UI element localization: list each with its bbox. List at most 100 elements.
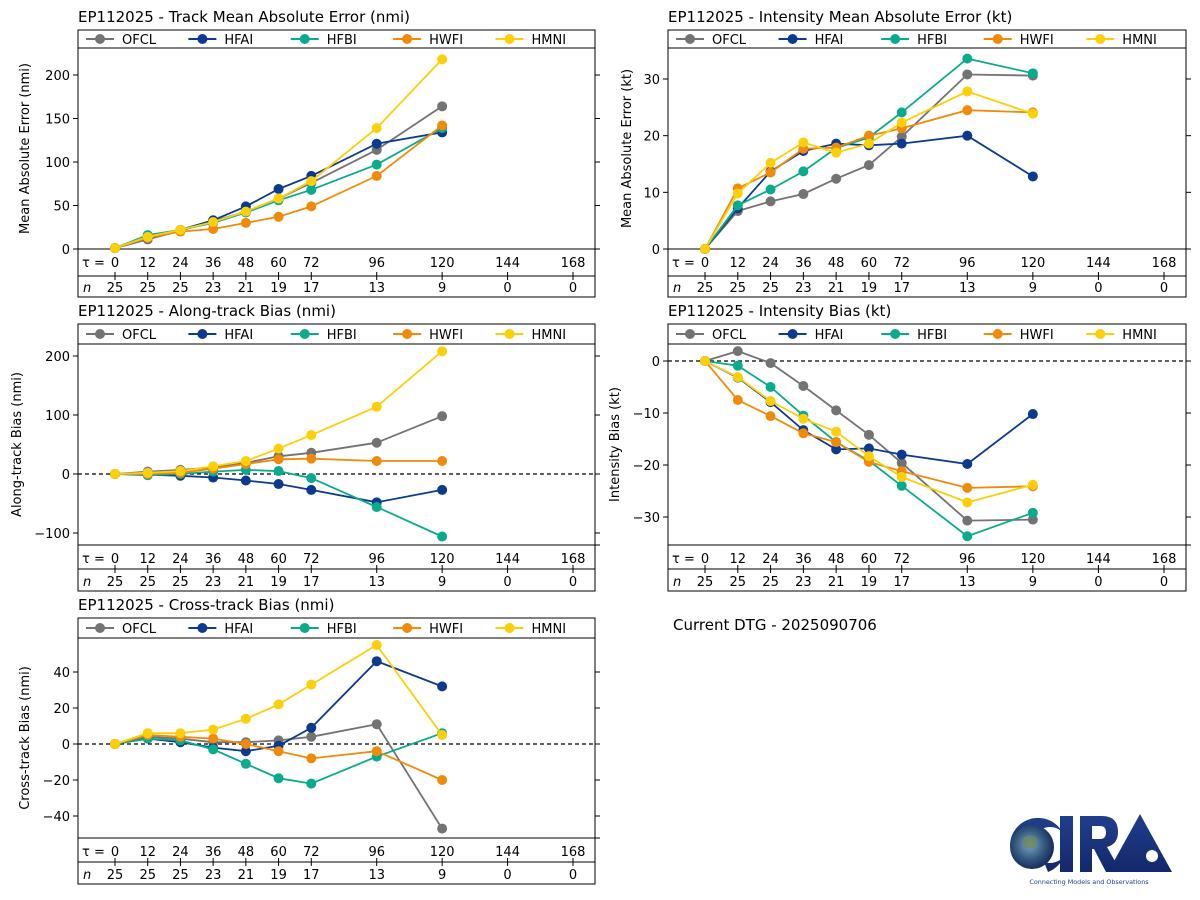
tau-tick-label: 60 [270, 552, 287, 567]
y-tick-label: 0 [62, 243, 70, 258]
data-point-hmni [208, 217, 219, 228]
data-point-hfai [306, 722, 317, 733]
legend-marker-ofcl [95, 329, 105, 339]
data-point-hmni [962, 497, 973, 508]
data-point-hfbi [732, 360, 743, 371]
tau-tick-label: 24 [762, 552, 779, 567]
data-point-hmni [110, 243, 120, 254]
y-tick-label: 40 [53, 666, 70, 681]
data-point-hfai [1027, 409, 1038, 420]
legend-marker-ofcl [95, 623, 105, 633]
data-point-hmni [240, 713, 251, 724]
data-point-ofcl [371, 437, 382, 448]
n-count-label: 17 [303, 281, 320, 296]
data-point-hfbi [798, 166, 809, 177]
tau-tick-label: 96 [368, 552, 385, 567]
n-count-label: 0 [569, 868, 577, 883]
tau-tick-label: 72 [893, 256, 910, 271]
data-point-hfbi [208, 744, 219, 755]
y-tick-label: 30 [643, 73, 660, 88]
tau-tick-label: 12 [139, 552, 156, 567]
data-point-ofcl [831, 173, 842, 184]
y-tick-label: 20 [53, 702, 70, 717]
legend-label-hfbi: HFBI [327, 622, 357, 637]
n-count-label: 9 [438, 575, 446, 590]
n-count-label: 25 [107, 281, 124, 296]
tau-tick-label: 36 [205, 552, 222, 567]
n-count-label: 25 [139, 868, 156, 883]
series-line-hwfi [704, 360, 1033, 489]
y-tick-label: 200 [45, 69, 70, 84]
legend-label-hfbi: HFBI [917, 33, 947, 48]
legend-label-ofcl: OFCL [122, 622, 157, 637]
chart-title: EP112025 - Intensity Mean Absolute Error… [668, 8, 1012, 26]
data-point-hfbi [1027, 68, 1038, 79]
data-point-hmni [896, 117, 907, 128]
data-point-hmni [306, 679, 317, 690]
n-count-label: 21 [238, 281, 255, 296]
n-count-label: 17 [893, 281, 910, 296]
n-count-label: 9 [438, 868, 446, 883]
legend-label-ofcl: OFCL [712, 328, 747, 343]
data-point-hmni [110, 469, 120, 479]
tau-tick-label: 120 [430, 256, 455, 271]
tau-tick-label: 48 [238, 552, 255, 567]
n-count-label: 9 [1029, 281, 1037, 296]
legend-marker-ofcl [95, 34, 105, 44]
tau-tick-label: 36 [205, 256, 222, 271]
tau-tick-label: 24 [172, 845, 189, 860]
n-count-label: 0 [503, 868, 511, 883]
tau-tick-label: 60 [270, 845, 287, 860]
tau-tick-label: 72 [303, 552, 320, 567]
data-point-hwfi [273, 211, 284, 222]
data-point-hfbi [273, 466, 284, 477]
tau-tick-label: 96 [368, 256, 385, 271]
chart-title: EP112025 - Track Mean Absolute Error (nm… [78, 8, 410, 26]
n-count-label: 25 [172, 868, 189, 883]
legend-marker-hfai [787, 34, 798, 44]
data-point-hmni [700, 244, 710, 254]
legend-marker-hfbi [890, 34, 901, 44]
tau-tick-label: 36 [205, 845, 222, 860]
data-point-hwfi [240, 217, 251, 228]
data-point-hwfi [437, 775, 448, 785]
tau-tick-label: 24 [172, 256, 189, 271]
data-point-hmni [306, 176, 317, 187]
data-point-hwfi [371, 170, 382, 181]
plot-frame [667, 29, 1187, 298]
legend-label-hwfi: HWFI [429, 328, 463, 343]
chart-title: EP112025 - Along-track Bias (nmi) [78, 302, 336, 320]
data-point-hmni [273, 193, 284, 204]
legend-label-hfbi: HFBI [327, 33, 357, 48]
data-point-ofcl [732, 346, 743, 357]
tau-tick-label: 144 [1086, 552, 1111, 567]
data-point-hwfi [273, 746, 284, 757]
data-point-hmni [700, 356, 710, 366]
tau-prefix: τ = [82, 256, 105, 271]
data-point-hmni [732, 188, 743, 199]
tau-tick-label: 0 [701, 552, 709, 567]
plot-frame [77, 29, 596, 298]
data-point-hmni [732, 372, 743, 383]
n-count-label: 0 [503, 575, 511, 590]
tau-tick-label: 12 [139, 845, 156, 860]
y-tick-label: −100 [34, 527, 70, 542]
data-point-hmni [831, 147, 842, 158]
series-line-hmni [704, 90, 1034, 250]
legend-marker-hfbi [299, 34, 310, 44]
legend-marker-hwfi [402, 329, 413, 339]
series-line-hmni [114, 643, 443, 745]
tau-tick-label: 24 [172, 552, 189, 567]
n-count-label: 9 [1029, 575, 1037, 590]
legend-label-hfai: HFAI [224, 33, 253, 48]
tau-tick-label: 72 [303, 845, 320, 860]
satellite-dish-icon [1146, 850, 1158, 862]
tau-tick-label: 12 [139, 256, 156, 271]
legend-label-hfbi: HFBI [917, 328, 947, 343]
data-point-hmni [437, 54, 448, 65]
n-count-label: 17 [893, 575, 910, 590]
y-tick-label: 0 [652, 355, 660, 370]
legend-label-hwfi: HWFI [1020, 33, 1054, 48]
n-count-label: 25 [730, 281, 747, 296]
data-point-ofcl [831, 405, 842, 416]
